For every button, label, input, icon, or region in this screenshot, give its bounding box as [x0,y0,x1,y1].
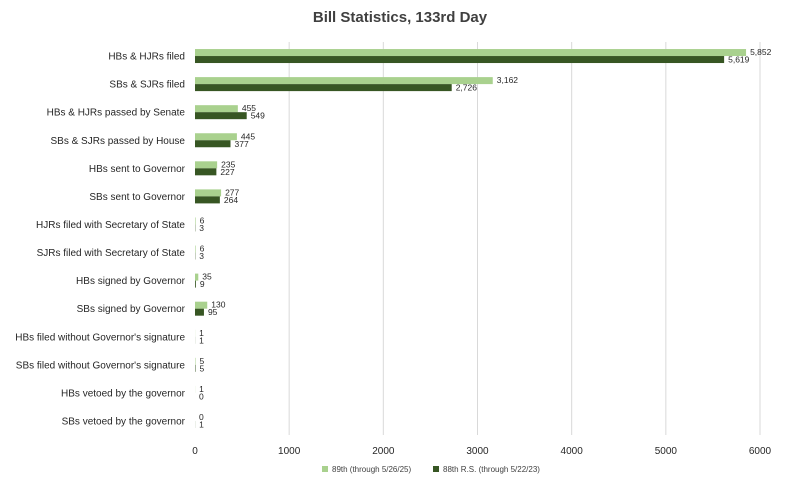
data-label-89th: 5 [199,356,204,366]
category-labels: HBs & HJRs filed SBs & SJRs filed HBs & HJ… [15,52,185,428]
data-label-88th: 1 [199,419,204,429]
category-label: HBs sent to Governor [89,164,186,175]
chart-title: Bill Statistics, 133rd Day [313,9,488,26]
category-label: SBs signed by Governor [77,304,186,315]
data-label-88th: 3 [199,251,204,261]
data-label-89th: 5,852 [750,47,772,57]
x-tick-label: 0 [192,446,198,457]
data-label-88th: 377 [235,139,249,149]
data-label-88th: 5 [199,363,204,373]
category-label: SBs sent to Governor [89,192,185,203]
data-label-88th: 2,726 [456,83,478,93]
bar-89th [195,105,238,113]
data-label-89th: 6 [200,244,205,254]
legend-label-88th: 88th R.S. (through 5/22/23) [443,465,540,474]
category-label: SBs filed without Governor's signature [16,360,186,371]
legend-label-89th: 89th (through 5/26/25) [332,465,412,474]
bar-89th [195,49,747,57]
data-label-88th: 9 [200,279,205,289]
category-label: HBs & HJRs passed by Senate [47,108,186,119]
x-tick-label: 1000 [278,446,301,457]
x-tick-label: 5000 [655,446,678,457]
data-label-89th: 0 [199,412,204,422]
category-label: SJRs filed with Secretary of State [37,248,186,259]
bar-89th [195,189,222,197]
category-label: HBs filed without Governor's signature [15,332,185,343]
category-label: SBs vetoed by the governor [62,416,186,427]
x-axis-ticks: 0 1000 2000 3000 4000 5000 6000 [192,446,771,457]
bar-88th [195,84,452,92]
x-tick-label: 2000 [372,446,395,457]
legend-swatch-89th [322,466,328,472]
bar-88th [195,112,247,120]
category-label: HBs signed by Governor [76,276,186,287]
x-tick-label: 3000 [466,446,489,457]
bar-88th [195,196,220,204]
data-label-88th: 3 [199,223,204,233]
bar-89th [195,301,208,309]
category-label: HJRs filed with Secretary of State [36,220,185,231]
data-label-89th: 277 [225,187,239,197]
category-label: SBs & SJRs passed by House [50,136,185,147]
bar-89th [195,161,218,169]
data-label-89th: 6 [200,215,205,225]
data-label-89th: 130 [211,300,225,310]
data-label-89th: 35 [202,272,212,282]
category-label: SBs & SJRs filed [109,80,185,91]
category-label: HBs vetoed by the governor [61,388,186,399]
data-label-89th: 3,162 [497,75,519,85]
data-label-89th: 445 [241,131,255,141]
bar-88th [195,168,217,176]
bar-88th [195,280,196,288]
data-label-88th: 549 [251,111,265,121]
data-label-89th: 1 [199,328,204,338]
legend: 89th (through 5/26/25) 88th R.S. (through… [322,465,540,474]
bar-88th [195,140,231,148]
data-label-88th: 1 [199,335,204,345]
bar-89th [195,217,196,225]
data-label-89th: 455 [242,103,256,113]
data-label-89th: 235 [221,159,235,169]
data-label-88th: 264 [224,195,238,205]
bar-89th [195,245,196,253]
data-label-89th: 1 [199,384,204,394]
bar-89th [195,77,493,85]
bar-89th [195,273,199,281]
x-tick-label: 4000 [561,446,584,457]
data-label-88th: 227 [220,167,234,177]
data-label-88th: 95 [208,307,218,317]
bar-88th [195,308,204,316]
bar-88th [195,56,725,64]
bar-89th [195,133,237,141]
legend-swatch-88th [433,466,439,472]
category-label: HBs & HJRs filed [108,52,185,63]
data-label-88th: 0 [199,391,204,401]
gridlines [288,42,761,435]
x-tick-label: 6000 [749,446,772,457]
data-label-88th: 5,619 [728,55,750,65]
